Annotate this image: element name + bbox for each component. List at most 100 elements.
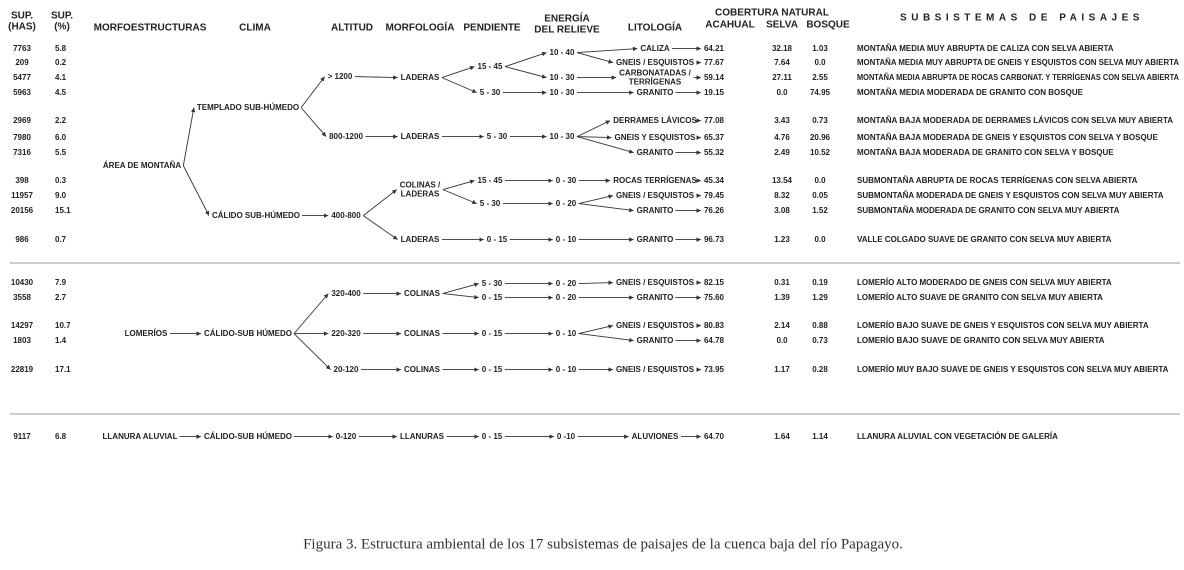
- sup-has: 1803: [13, 336, 31, 345]
- node: LADERAS: [401, 235, 440, 244]
- subsistema: LOMERÍO BAJO SUAVE DE GRANITO CON SELVA …: [857, 336, 1105, 345]
- arrow: [293, 293, 329, 334]
- header-morfoestructuras: MORFOESTRUCTURAS: [94, 23, 207, 34]
- litologia: GRANITO: [637, 88, 674, 97]
- acahual: 76.26: [704, 206, 725, 215]
- node: LLANURA ALUVIAL: [103, 432, 178, 441]
- header-pendiente: PENDIENTE: [463, 23, 521, 34]
- sup-has: 209: [15, 58, 29, 67]
- header-sup-has-line: (HAS): [8, 21, 36, 32]
- acahual: 64.78: [704, 336, 725, 345]
- subsistema: LOMERÍO ALTO MODERADO DE GNEIS CON SELVA…: [857, 278, 1112, 287]
- node: 0 - 10: [556, 365, 577, 374]
- header-energia: ENERGÍA DEL RELIEVE: [534, 11, 600, 35]
- sup-has: 398: [15, 176, 29, 185]
- selva: 13.54: [772, 176, 793, 185]
- node: 0 - 10: [556, 329, 577, 338]
- node: 0-120: [336, 432, 357, 441]
- node: 0 - 15: [482, 293, 503, 302]
- node: 5 - 30: [487, 132, 508, 141]
- arrow: [300, 107, 327, 137]
- sup-pct: 17.1: [55, 365, 71, 374]
- sup-pct: 2.2: [55, 116, 67, 125]
- node: LOMERÍOS: [125, 329, 168, 338]
- acahual: 65.37: [704, 133, 725, 142]
- sup-has: 7980: [13, 133, 31, 142]
- node: TEMPLADO SUB-HÚMEDO: [197, 103, 299, 112]
- subsistema: MONTAÑA BAJA MODERADA DE GNEIS Y ESQUIST…: [857, 133, 1158, 142]
- selva: 7.64: [774, 58, 790, 67]
- selva: 0.0: [776, 336, 788, 345]
- bosque: 0.88: [812, 321, 828, 330]
- litologia: GRANITO: [637, 235, 674, 244]
- subsistema: MONTAÑA MEDIA MODERADA DE GRANITO CON BO…: [857, 88, 1084, 97]
- sup-pct: 9.0: [55, 191, 67, 200]
- acahual: 80.83: [704, 321, 725, 330]
- selva: 4.76: [774, 133, 790, 142]
- subsistema: LOMERÍO BAJO SUAVE DE GNEIS Y ESQUISTOS …: [857, 321, 1149, 330]
- acahual: 64.70: [704, 432, 725, 441]
- arrow: [504, 51, 547, 68]
- sup-pct: 6.0: [55, 133, 67, 142]
- node: 20-120: [334, 365, 359, 374]
- selva: 3.43: [774, 116, 790, 125]
- sup-pct: 0.2: [55, 58, 67, 67]
- subsistema: MONTAÑA BAJA MODERADA DE GRANITO CON SEL…: [857, 148, 1114, 157]
- node: 0 - 20: [556, 199, 577, 208]
- arrow: [442, 179, 475, 191]
- arrow: [576, 52, 614, 64]
- litologia: GNEIS / ESQUISTOS: [616, 191, 695, 200]
- node: 0 - 15: [482, 432, 503, 441]
- arrow: [442, 189, 477, 205]
- subsistema: MONTAÑA MEDIA ABRUPTA DE ROCAS CARBONAT.…: [857, 73, 1179, 82]
- bosque: 1.03: [812, 44, 828, 53]
- arrow: [293, 333, 331, 370]
- bosque: 0.19: [812, 278, 828, 287]
- arrow: [576, 135, 612, 140]
- node: CÁLIDO-SUB HÚMEDO: [204, 329, 292, 338]
- arrow: [578, 333, 634, 343]
- header-cobertura: COBERTURA NATURAL: [715, 8, 829, 19]
- header-altitud: ALTITUD: [331, 23, 373, 34]
- selva: 1.64: [774, 432, 790, 441]
- sup-has: 5477: [13, 73, 31, 82]
- litologia: GNEIS / ESQUISTOS: [616, 58, 695, 67]
- selva: 0.31: [774, 278, 790, 287]
- acahual: 77.67: [704, 58, 725, 67]
- node: 15 - 45: [478, 176, 503, 185]
- litologia: GNEIS Y ESQUISTOS: [615, 133, 697, 142]
- bosque: 0.05: [812, 191, 828, 200]
- header-energia-line: DEL RELIEVE: [534, 24, 600, 35]
- subsistema: SUBMONTAÑA MODERADA DE GNEIS Y ESQUISTOS…: [857, 191, 1164, 200]
- sup-has: 2969: [13, 116, 31, 125]
- sup-pct: 4.5: [55, 88, 67, 97]
- header-sup-has-line: SUP.: [11, 10, 33, 21]
- litologia: GNEIS / ESQUISTOS: [616, 278, 695, 287]
- subsistema: MONTAÑA MEDIA MUY ABRUPTA DE CALIZA CON …: [857, 44, 1114, 53]
- node: 0 - 10: [556, 235, 577, 244]
- acahual: 55.32: [704, 148, 725, 157]
- acahual: 77.08: [704, 116, 725, 125]
- subsistema: SUBMONTAÑA MODERADA DE GRANITO CON SELVA…: [857, 206, 1120, 215]
- arrow: [576, 136, 634, 154]
- node: COLINAS / LADERAS: [400, 181, 441, 199]
- sup-pct: 4.1: [55, 73, 67, 82]
- litologia-line: CARBONATADAS /: [619, 69, 691, 78]
- subsistema: LOMERÍO MUY BAJO SUAVE DE GNEIS Y ESQUIS…: [857, 365, 1169, 374]
- node: 5 - 30: [480, 199, 501, 208]
- node: 15 - 45: [478, 62, 503, 71]
- sup-pct: 1.4: [55, 336, 67, 345]
- node: 400-800: [331, 211, 361, 220]
- node: 10 - 30: [550, 88, 575, 97]
- sup-pct: 10.7: [55, 321, 71, 330]
- litologia: GRANITO: [637, 206, 674, 215]
- sup-has: 7316: [13, 148, 31, 157]
- sup-pct: 15.1: [55, 206, 71, 215]
- subsistema: LLANURA ALUVIAL CON VEGETACIÓN DE GALERÍ…: [857, 432, 1058, 441]
- bosque: 0.0: [814, 176, 826, 185]
- arrow: [442, 282, 479, 295]
- bosque: 20.96: [810, 133, 831, 142]
- node: 0 - 15: [487, 235, 508, 244]
- sup-pct: 6.8: [55, 432, 67, 441]
